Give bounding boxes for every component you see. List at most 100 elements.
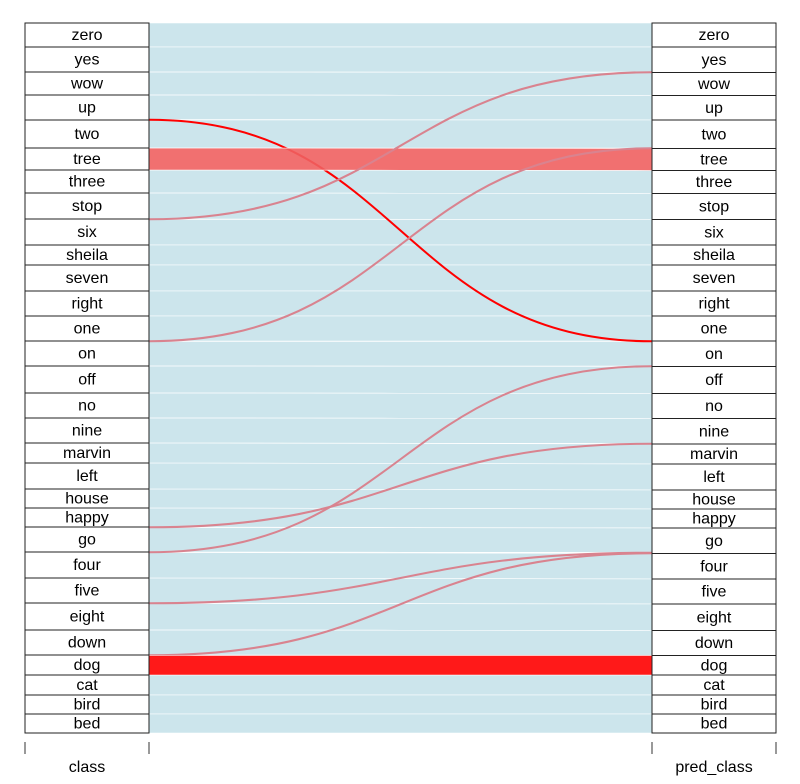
category-box (24, 629, 150, 656)
category-box (24, 462, 150, 490)
category-label: six (77, 224, 97, 241)
category-label: off (705, 372, 723, 389)
flow (148, 290, 653, 317)
category-label: house (692, 492, 736, 509)
category-box (651, 418, 777, 445)
category-label: six (704, 224, 724, 241)
category-label: seven (693, 270, 736, 287)
category-label: cat (76, 677, 98, 694)
flow (148, 603, 653, 631)
flow (148, 315, 653, 342)
category-box (24, 290, 150, 317)
category-label: bird (701, 697, 728, 714)
category-label: seven (66, 270, 109, 287)
category-label: bed (701, 716, 728, 733)
category-label: off (78, 372, 96, 389)
category-label: yes (75, 52, 100, 69)
category-label: three (69, 174, 106, 191)
axis-label: class (69, 759, 105, 776)
category-label: sheila (66, 247, 108, 264)
category-label: zero (698, 27, 729, 44)
category-label: nine (72, 423, 102, 440)
category-box (24, 417, 150, 444)
category-label: stop (699, 199, 729, 216)
category-label: two (75, 126, 100, 143)
category-label: one (701, 321, 728, 338)
category-box (24, 192, 150, 220)
flow (148, 46, 653, 73)
category-label: right (698, 296, 730, 313)
flow (148, 264, 653, 292)
flow (148, 365, 653, 394)
category-label: stop (72, 198, 102, 215)
flow (148, 417, 653, 444)
category-box (24, 365, 150, 394)
flow (148, 219, 653, 246)
category-box (24, 46, 150, 73)
category-label: down (68, 635, 106, 652)
flow (148, 192, 653, 220)
flow (148, 674, 653, 696)
category-label: eight (70, 609, 105, 626)
category-box (24, 713, 150, 734)
category-box (651, 713, 777, 734)
category-label: right (71, 296, 103, 313)
category-box (24, 340, 150, 367)
category-label: cat (703, 677, 725, 694)
flow (148, 577, 653, 605)
category-label: up (705, 100, 723, 117)
category-label: bed (74, 716, 101, 733)
category-label: two (702, 126, 727, 143)
category-box (651, 119, 777, 149)
category-label: happy (65, 510, 109, 527)
category-label: one (74, 321, 101, 338)
category-label: on (78, 346, 96, 363)
category-label: marvin (63, 445, 111, 462)
category-box (24, 392, 150, 419)
category-label: yes (702, 52, 727, 69)
category-box (24, 94, 150, 121)
category-label: marvin (690, 446, 738, 463)
category-box (651, 553, 777, 580)
category-box (651, 630, 777, 656)
flow (148, 94, 653, 121)
flow (148, 488, 653, 510)
category-label: eight (697, 609, 732, 626)
category-box (24, 22, 150, 48)
category-box (24, 577, 150, 604)
category-label: sheila (693, 247, 735, 264)
flow (148, 392, 653, 419)
flow (148, 71, 653, 96)
category-label: five (75, 583, 100, 600)
category-box (24, 551, 150, 579)
category-label: dog (701, 657, 728, 674)
category-box (651, 193, 777, 220)
category-label: wow (697, 76, 730, 93)
category-box (651, 219, 777, 246)
flow (148, 244, 653, 266)
category-label: no (78, 398, 96, 415)
flow (148, 341, 653, 367)
category-label: four (73, 557, 101, 574)
category-label: tree (73, 151, 101, 168)
category-label: three (696, 174, 733, 191)
category-label: go (78, 532, 96, 549)
axis-label: pred_class (675, 759, 752, 776)
category-label: happy (692, 511, 736, 528)
category-box (651, 22, 777, 48)
category-label: four (700, 558, 728, 575)
category-box (24, 602, 150, 631)
category-label: no (705, 398, 723, 415)
category-box (651, 95, 777, 121)
category-label: up (78, 100, 96, 117)
category-box (651, 578, 777, 605)
flow (148, 694, 653, 715)
flow (148, 655, 653, 676)
flow (148, 119, 653, 149)
flow (148, 22, 653, 48)
flow (148, 713, 653, 734)
category-label: zero (71, 27, 102, 44)
category-label: go (705, 533, 723, 550)
